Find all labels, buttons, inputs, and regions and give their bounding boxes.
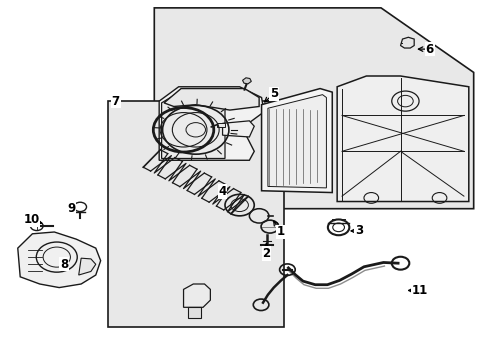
Polygon shape: [267, 95, 326, 188]
Polygon shape: [242, 78, 251, 84]
Bar: [188, 307, 200, 318]
Polygon shape: [222, 121, 254, 137]
Polygon shape: [161, 94, 224, 158]
Text: 1: 1: [276, 225, 285, 238]
Bar: [217, 123, 224, 127]
Text: 3: 3: [354, 224, 363, 238]
Text: 9: 9: [67, 202, 75, 215]
Polygon shape: [261, 89, 331, 193]
Polygon shape: [163, 89, 259, 110]
Text: 8: 8: [60, 258, 68, 271]
Polygon shape: [79, 258, 96, 275]
Polygon shape: [400, 37, 413, 48]
Text: 4: 4: [218, 185, 226, 198]
Text: 6: 6: [425, 42, 433, 55]
Text: 5: 5: [269, 87, 277, 100]
Text: 2: 2: [262, 247, 270, 260]
Text: 7: 7: [111, 95, 120, 108]
Bar: [108, 101, 283, 327]
Text: 11: 11: [411, 284, 427, 297]
Polygon shape: [336, 76, 468, 202]
Polygon shape: [18, 232, 101, 288]
Text: 10: 10: [23, 213, 40, 226]
Circle shape: [74, 202, 86, 212]
Polygon shape: [183, 284, 210, 307]
Polygon shape: [154, 8, 473, 209]
Polygon shape: [159, 87, 264, 160]
